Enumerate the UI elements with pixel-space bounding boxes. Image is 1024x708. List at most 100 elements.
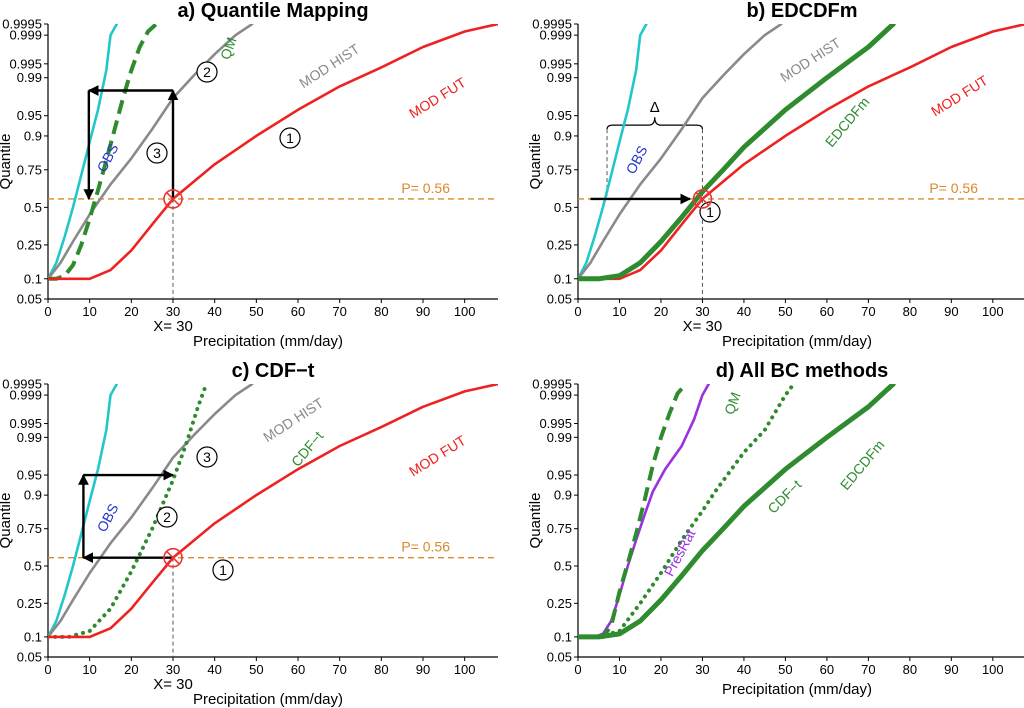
- target-marker-icon: [692, 189, 713, 209]
- series-label: QM: [721, 390, 744, 417]
- x-tick-label: 100: [454, 304, 476, 319]
- series-label: OBS: [623, 143, 651, 177]
- series-label: MOD HIST: [777, 34, 843, 85]
- series-label: PresRat: [661, 526, 699, 578]
- series-line-mod-fut: [48, 384, 498, 639]
- step-number: 3: [153, 145, 161, 161]
- x-tick-label: 20: [124, 304, 138, 319]
- y-tick-label: 0.25: [547, 237, 572, 252]
- step-number: 1: [286, 130, 294, 146]
- x-tick-label: 40: [737, 662, 751, 677]
- x-tick-label: 100: [982, 662, 1004, 677]
- x-axis-label: Precipitation (mm/day): [722, 333, 872, 350]
- chart-title: a) Quantile Mapping: [177, 0, 368, 22]
- y-tick-label: 0.1: [554, 629, 572, 644]
- x-tick-label: 100: [982, 304, 1004, 319]
- y-tick-label: 0.05: [17, 292, 42, 307]
- series-label: EDCDFm: [822, 94, 873, 150]
- y-axis-label: Quantile: [0, 134, 14, 190]
- series-line-obs: [48, 384, 119, 639]
- y-tick-label: 0.995: [9, 56, 42, 71]
- x-tick-label: 60: [291, 662, 305, 677]
- step-number-circle: [212, 559, 234, 581]
- y-tick-label: 0.9995: [2, 377, 42, 392]
- y-tick-label: 0.99: [17, 70, 42, 85]
- chart-title: d) All BC methods: [716, 360, 889, 382]
- x-tick-label: 30: [695, 304, 709, 319]
- y-tick-label: 0.9995: [2, 17, 42, 32]
- x-tick-label: 90: [416, 304, 430, 319]
- y-tick-label: 0.99: [17, 430, 42, 445]
- y-tick-label: 0.5: [554, 559, 572, 574]
- y-tick-label: 0.9: [24, 128, 42, 143]
- x-axis-label: Precipitation (mm/day): [193, 333, 343, 350]
- y-axis-label: Quantile: [527, 493, 544, 549]
- y-axis-label: Quantile: [0, 493, 14, 549]
- x-tick-label: 0: [44, 304, 51, 319]
- target-marker-icon: [163, 547, 183, 568]
- step-number-circle: [279, 127, 301, 149]
- x-tick-label: 30: [695, 662, 709, 677]
- step-number: 1: [219, 562, 227, 578]
- x-tick-label: 10: [612, 662, 626, 677]
- y-tick-label: 0.05: [547, 650, 572, 665]
- x-tick-label: 0: [44, 662, 51, 677]
- y-tick-label: 0.9995: [532, 377, 572, 392]
- series-label: OBS: [94, 501, 122, 535]
- x-tick-label: 60: [820, 662, 834, 677]
- series-line-edcdfm: [578, 384, 896, 640]
- y-tick-label: 0.25: [547, 596, 572, 611]
- step-number-circle: [196, 61, 218, 83]
- y-tick-label: 0.995: [9, 416, 42, 431]
- y-tick-label: 0.95: [547, 108, 572, 123]
- series-line-mod-hist: [578, 24, 783, 281]
- x-tick-label: 20: [654, 662, 668, 677]
- x-tick-label: 60: [820, 304, 834, 319]
- probability-label: P= 0.56: [401, 539, 450, 555]
- x-tick-label: 70: [861, 662, 875, 677]
- chart-panel-2: b) EDCDFm0.050.10.250.50.750.90.950.990.…: [527, 0, 1024, 350]
- probability-label: P= 0.56: [401, 180, 450, 196]
- y-tick-label: 0.1: [24, 629, 42, 644]
- x-axis-label: Precipitation (mm/day): [193, 691, 343, 708]
- chart-title: c) CDF−t: [232, 360, 315, 382]
- step-number-circle: [196, 446, 218, 468]
- chart-panel-4: d) All BC methods 0.05 0.1 0.25 0.5 0.75 0.9 0.…: [527, 360, 1024, 698]
- series-label: MOD HIST: [296, 40, 362, 91]
- x-tick-label: 30: [166, 304, 180, 319]
- series-label: QM: [217, 35, 240, 62]
- y-tick-label: 0.99: [547, 430, 572, 445]
- x-tick-label: 40: [207, 662, 221, 677]
- target-marker-icon: [163, 189, 183, 209]
- x-tick-label: 20: [654, 304, 668, 319]
- x-tick-label: 90: [416, 662, 430, 677]
- x-tick-label: 50: [778, 662, 792, 677]
- y-tick-label: 0.99: [547, 70, 572, 85]
- x-tick-label: 80: [903, 304, 917, 319]
- x-marker-label: X= 30: [153, 676, 193, 693]
- x-tick-label: 10: [82, 662, 96, 677]
- x-marker-label: X= 30: [153, 318, 193, 335]
- y-tick-label: 0.995: [539, 56, 572, 71]
- series-line-edcdfm: [578, 24, 896, 282]
- chart-title: b) EDCDFm: [746, 0, 857, 22]
- y-tick-label: 0.999: [539, 28, 572, 43]
- x-tick-label: 30: [166, 662, 180, 677]
- series-line-obs: [578, 24, 648, 281]
- x-tick-label: 40: [207, 304, 221, 319]
- x-tick-label: 70: [861, 304, 875, 319]
- series-line-mod-hist: [48, 384, 254, 639]
- y-tick-label: 0.75: [547, 521, 572, 536]
- step-number: 3: [203, 449, 211, 465]
- x-tick-label: 70: [332, 662, 346, 677]
- x-tick-label: 50: [249, 662, 263, 677]
- x-tick-label: 80: [903, 662, 917, 677]
- step-number-circle: [146, 142, 168, 164]
- x-tick-label: 0: [574, 304, 581, 319]
- y-tick-label: 0.05: [17, 650, 42, 665]
- series-label: OBS: [94, 141, 122, 175]
- y-tick-label: 0.1: [554, 271, 572, 286]
- step-number: 2: [163, 509, 171, 525]
- y-tick-label: 0.95: [547, 468, 572, 483]
